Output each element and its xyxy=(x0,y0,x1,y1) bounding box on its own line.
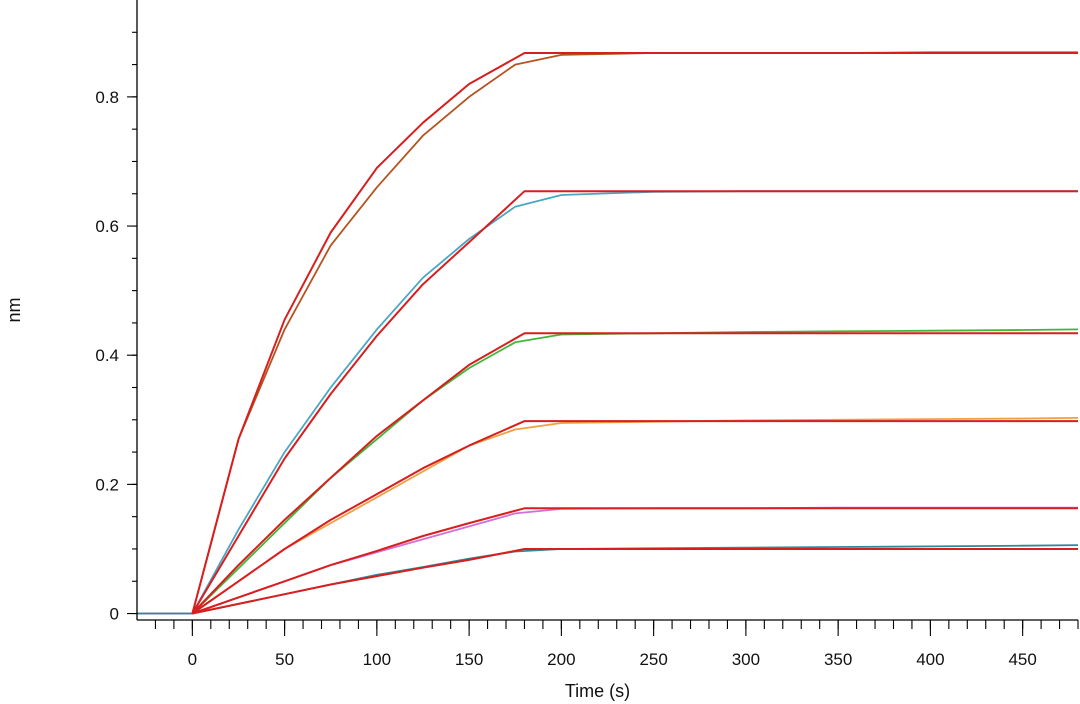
measured-trace xyxy=(137,328,1079,615)
fit-curve xyxy=(192,548,1078,615)
x-tick-label: 50 xyxy=(275,650,294,669)
x-tick-label: 350 xyxy=(824,650,852,669)
y-tick-label: 0.6 xyxy=(95,217,119,236)
ticks-layer: 0 0.2 0.4 0.6 0.8 0 50 100 150 200 250 300 350 400 450 xyxy=(95,31,1079,669)
y-tick-label: 0 xyxy=(110,605,119,624)
x-axis-title: Time (s) xyxy=(565,681,630,701)
x-tick-label: 150 xyxy=(455,650,483,669)
y-tick-label: 0.8 xyxy=(95,88,119,107)
x-tick-label: 400 xyxy=(916,650,944,669)
series-layer xyxy=(137,51,1079,615)
measured-trace xyxy=(137,544,1079,615)
x-tick-label: 200 xyxy=(547,650,575,669)
y-tick-label: 0.2 xyxy=(95,475,119,494)
measured-trace xyxy=(137,506,1078,615)
fit-curve xyxy=(191,420,1078,615)
measured-trace xyxy=(137,190,1078,615)
x-tick-label: 450 xyxy=(1008,650,1036,669)
y-axis-title: nm xyxy=(4,297,24,322)
y-tick-label: 0.4 xyxy=(95,346,119,365)
x-tick-label: 100 xyxy=(363,650,391,669)
fit-curve xyxy=(192,507,1078,615)
fit-curve xyxy=(191,332,1078,615)
x-tick-label: 250 xyxy=(639,650,667,669)
fit-curve xyxy=(191,52,1078,614)
x-tick-label: 300 xyxy=(732,650,760,669)
fit-curve xyxy=(191,190,1078,615)
x-tick-label: 0 xyxy=(188,650,197,669)
